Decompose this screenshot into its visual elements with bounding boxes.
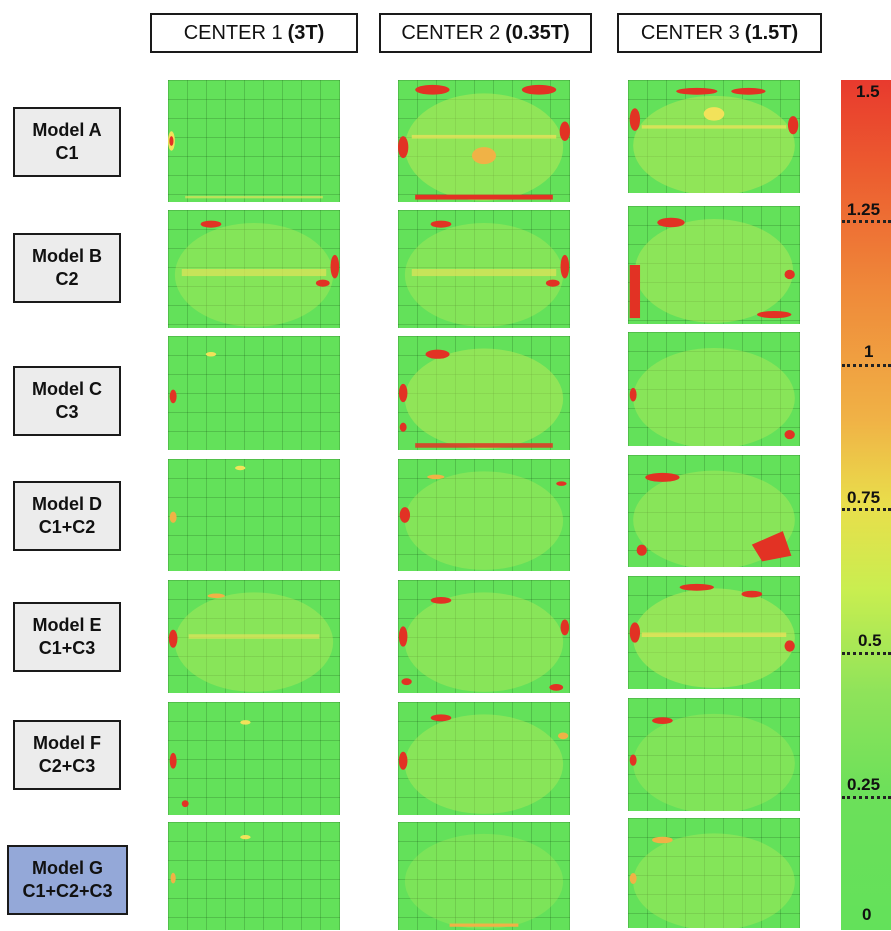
colorbar-tick-0-25: 0.25 bbox=[847, 775, 881, 794]
error-map-model-a-center-3 bbox=[628, 80, 800, 193]
error-map-model-g-center-3 bbox=[628, 818, 800, 928]
error-map-model-f-center-2 bbox=[398, 702, 570, 815]
colorbar-tick-line-0-5 bbox=[842, 652, 891, 655]
colorbar-tick-0: 0 bbox=[862, 905, 872, 924]
error-map-model-g-center-1 bbox=[168, 822, 340, 930]
row-label-model-c-name: Model C bbox=[32, 378, 102, 399]
error-map-model-a-center-1 bbox=[168, 80, 340, 202]
error-map-model-c-center-3 bbox=[628, 332, 800, 446]
column-header-center-1-field: (3T) bbox=[287, 21, 325, 44]
column-header-center-2-name: CENTER 2 bbox=[401, 21, 501, 44]
row-label-model-e: Model E C1+C3 bbox=[13, 602, 121, 672]
row-label-model-e-name: Model E bbox=[32, 614, 102, 635]
row-label-model-c: Model C C3 bbox=[13, 366, 121, 436]
column-header-center-1: CENTER 1 (3T) bbox=[150, 13, 358, 53]
row-label-model-g-name: Model G bbox=[32, 857, 103, 878]
row-label-model-a: Model A C1 bbox=[13, 107, 121, 177]
row-label-model-e-training: C1+C3 bbox=[38, 638, 96, 658]
error-map-model-c-center-2 bbox=[398, 336, 570, 450]
error-map-model-e-center-1 bbox=[168, 580, 340, 693]
row-label-model-b-name: Model B bbox=[32, 245, 102, 266]
row-label-model-f: Model F C2+C3 bbox=[13, 720, 121, 790]
row-label-model-a-name: Model A bbox=[32, 119, 102, 140]
row-label-model-g-training: C1+C2+C3 bbox=[22, 881, 113, 901]
error-map-model-b-center-2 bbox=[398, 210, 570, 328]
colorbar-tick-1: 1 bbox=[864, 342, 874, 361]
colorbar-tick-0-5: 0.5 bbox=[858, 631, 882, 650]
row-label-model-a-training: C1 bbox=[55, 143, 79, 163]
row-label-model-b: Model B C2 bbox=[13, 233, 121, 303]
colorbar-tick-line-1-25 bbox=[842, 220, 891, 223]
colorbar-tick-1-5: 1.5 bbox=[856, 82, 880, 101]
error-map-model-b-center-3 bbox=[628, 206, 800, 324]
error-map-model-d-center-2 bbox=[398, 459, 570, 571]
column-header-center-3-field: (1.5T) bbox=[744, 21, 799, 44]
column-header-center-3: CENTER 3 (1.5T) bbox=[617, 13, 822, 53]
colorbar-tick-0-75: 0.75 bbox=[847, 488, 881, 507]
error-map-model-f-center-1 bbox=[168, 702, 340, 815]
colorbar-tick-line-1 bbox=[842, 364, 891, 367]
error-map-model-g-center-2 bbox=[398, 822, 570, 930]
row-label-model-d-training: C1+C2 bbox=[38, 517, 96, 537]
colorbar-tick-1-25: 1.25 bbox=[847, 200, 881, 219]
error-map-model-a-center-2 bbox=[398, 80, 570, 202]
column-header-center-2: CENTER 2 (0.35T) bbox=[379, 13, 592, 53]
row-label-model-c-training: C3 bbox=[55, 402, 79, 422]
error-map-model-e-center-2 bbox=[398, 580, 570, 693]
row-label-model-g: Model G C1+C2+C3 bbox=[7, 845, 128, 915]
row-label-model-d-name: Model D bbox=[32, 493, 102, 514]
row-label-model-d: Model D C1+C2 bbox=[13, 481, 121, 551]
error-map-model-e-center-3 bbox=[628, 576, 800, 689]
error-map-model-b-center-1 bbox=[168, 210, 340, 328]
error-map-model-d-center-3 bbox=[628, 455, 800, 567]
row-label-model-b-training: C2 bbox=[55, 269, 79, 289]
error-map-model-d-center-1 bbox=[168, 459, 340, 571]
error-map-model-c-center-1 bbox=[168, 336, 340, 450]
column-header-center-2-field: (0.35T) bbox=[505, 21, 570, 44]
error-map-model-f-center-3 bbox=[628, 698, 800, 811]
colorbar-tick-line-0-25 bbox=[842, 796, 891, 799]
column-header-center-3-name: CENTER 3 bbox=[640, 21, 740, 44]
row-label-model-f-training: C2+C3 bbox=[38, 756, 96, 776]
colorbar-tick-line-0-75 bbox=[842, 508, 891, 511]
row-label-model-f-name: Model F bbox=[33, 732, 101, 753]
column-header-center-1-name: CENTER 1 bbox=[183, 21, 283, 44]
